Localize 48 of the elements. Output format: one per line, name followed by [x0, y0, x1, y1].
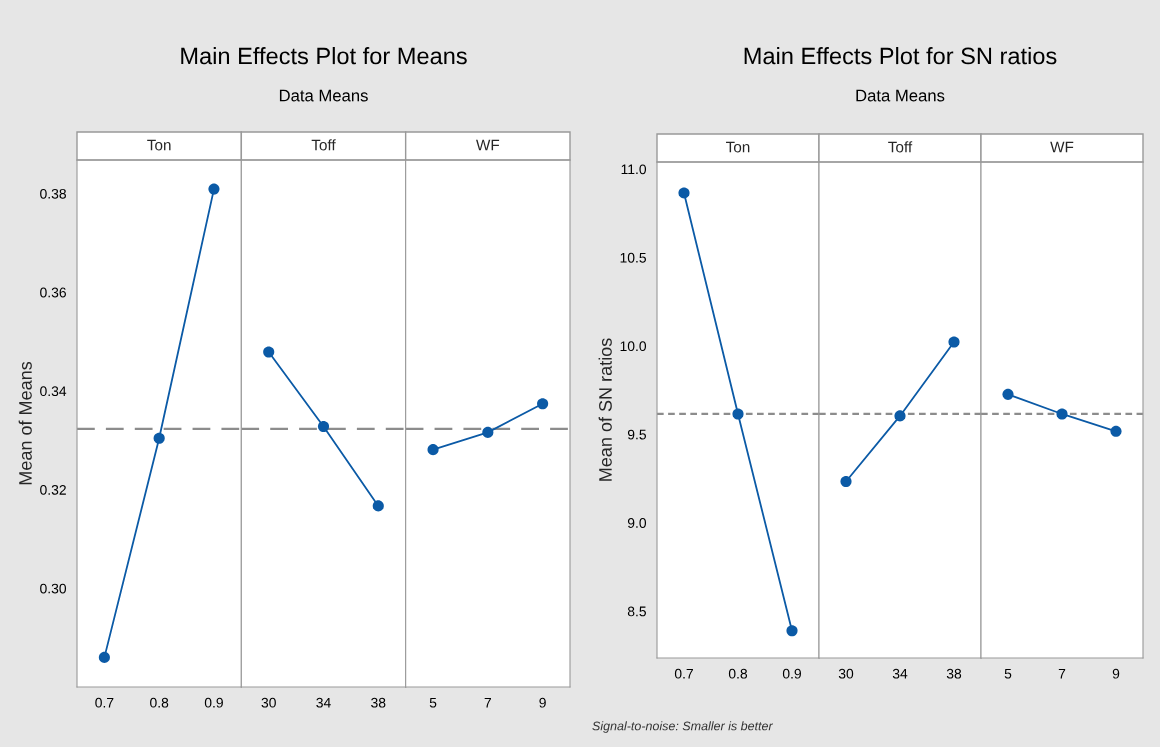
text: Main Effects Plot for SN ratios	[744, 47, 1057, 65]
y-tick-label: 9.5	[627, 429, 646, 440]
y-axis-title: Mean of SN ratios	[598, 338, 612, 481]
x-tick-label: 30	[261, 697, 276, 708]
point	[153, 432, 165, 444]
point	[786, 625, 798, 637]
chart-title: Ton	[147, 139, 171, 151]
y-tick-label: 8.5	[627, 606, 646, 617]
chart-title: Toff	[311, 139, 336, 151]
point	[98, 651, 110, 663]
x-tick-label: 0.8	[728, 668, 748, 679]
y-tick-label: 10.5	[620, 252, 646, 263]
chart-title: Toff	[888, 141, 913, 153]
x-tick-label: 38	[946, 668, 962, 679]
y-tick-label: 0.36	[40, 287, 66, 298]
point	[678, 187, 690, 199]
text: Main Effects Plot for Means	[181, 47, 467, 65]
y-axis-title: Mean of Means	[18, 361, 32, 485]
x-tick-label: 9	[539, 697, 546, 708]
x-tick-label: 0.7	[674, 668, 693, 679]
y-tick-label: 0.32	[40, 484, 66, 495]
text: Signal-to-noise: Smaller is better	[592, 721, 774, 733]
y-tick-label: 0.38	[40, 188, 66, 199]
x-tick-label: 5	[429, 697, 437, 708]
x-tick-label: 0.7	[95, 697, 114, 708]
x-tick-label: 34	[892, 668, 908, 679]
y-tick-label: 0.30	[40, 583, 67, 594]
x-tick-label: 0.9	[204, 697, 223, 708]
x-tick-label: 0.9	[782, 668, 801, 679]
x-tick-label: 30	[838, 668, 854, 679]
chart-title: Ton	[726, 141, 750, 153]
chart-title: WF	[1050, 141, 1074, 153]
y-tick-label: 0.34	[40, 386, 67, 397]
y-tick-label: 10.0	[620, 341, 647, 352]
x-tick-label: 0.8	[150, 697, 169, 708]
text: Data Means	[856, 89, 945, 102]
point	[732, 408, 744, 420]
chart-title: WF	[476, 139, 500, 151]
y-tick-label: 9.0	[627, 518, 647, 528]
x-tick-label: 9	[1112, 668, 1120, 679]
y-tick-label: 11.0	[621, 164, 647, 175]
x-tick-label: 38	[371, 697, 386, 708]
x-tick-label: 34	[316, 697, 331, 708]
x-tick-label: 7	[484, 697, 491, 708]
point	[208, 183, 220, 195]
x-tick-label: 7	[1058, 668, 1066, 679]
x-tick-label: 5	[1004, 668, 1012, 679]
text: Data Means	[279, 89, 368, 102]
